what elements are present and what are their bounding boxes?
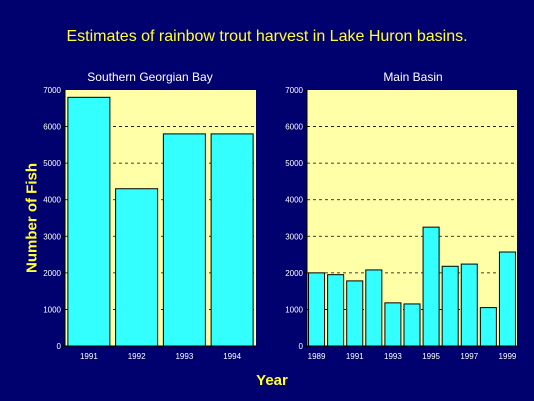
bar-1992 [365,269,383,347]
y-tick-label: 7000 [285,86,303,95]
y-tick-label: 7000 [43,86,61,95]
bar-1992 [115,188,159,347]
bar-1993 [162,133,206,347]
y-tick-label: 4000 [43,196,61,205]
x-axis-label: Year [256,372,288,389]
southern-georgian-bay-chart: 0 1000 2000 3000 4000 5000 6000 7000 1991 1992 199… [43,70,256,361]
bar-1989 [308,272,326,347]
y-tick-label: 4000 [285,196,303,205]
bar-1991 [346,280,364,347]
x-tick-label: 1992 [128,352,146,361]
y-tick-label: 2000 [43,269,61,278]
bar-1995 [422,226,440,347]
x-tick-label: 1994 [223,352,241,361]
x-tick-label: 1993 [384,352,402,361]
y-tick-label: 2000 [285,269,303,278]
main-basin-chart: 0 1000 2000 3000 4000 5000 6000 7000 1989 1991 199… [285,70,517,361]
bar-1997 [460,263,478,347]
bar-1993 [384,302,402,347]
chart-title: Estimates of rainbow trout harvest in La… [66,28,468,45]
y-tick-label: 6000 [285,123,303,132]
bar-1999 [498,251,516,347]
y-tick-label: 3000 [43,232,61,241]
y-tick-label: 6000 [43,123,61,132]
y-tick-label: 1000 [285,305,303,314]
y-tick-label: 0 [57,342,62,351]
main-basin-title: Main Basin [383,70,442,84]
x-tick-label: 1991 [346,352,364,361]
y-tick-label: 5000 [285,159,303,168]
y-tick-label: 1000 [43,305,61,314]
x-tick-label: 1997 [460,352,478,361]
y-tick-label: 3000 [285,232,303,241]
x-tick-label: 1991 [80,352,98,361]
x-tick-label: 1995 [422,352,440,361]
x-tick-label: 1993 [175,352,193,361]
bar-1991 [67,96,111,347]
bar-1990 [327,274,345,347]
y-tick-label: 5000 [43,159,61,168]
bar-1998 [479,307,497,347]
bar-1996 [441,265,459,347]
x-tick-label: 1999 [499,352,517,361]
y-tick-label: 0 [299,342,304,351]
southern-georgian-bay-title: Southern Georgian Bay [87,70,212,84]
x-tick-label: 1989 [308,352,326,361]
bar-1994 [210,133,254,347]
bar-1994 [403,303,421,347]
